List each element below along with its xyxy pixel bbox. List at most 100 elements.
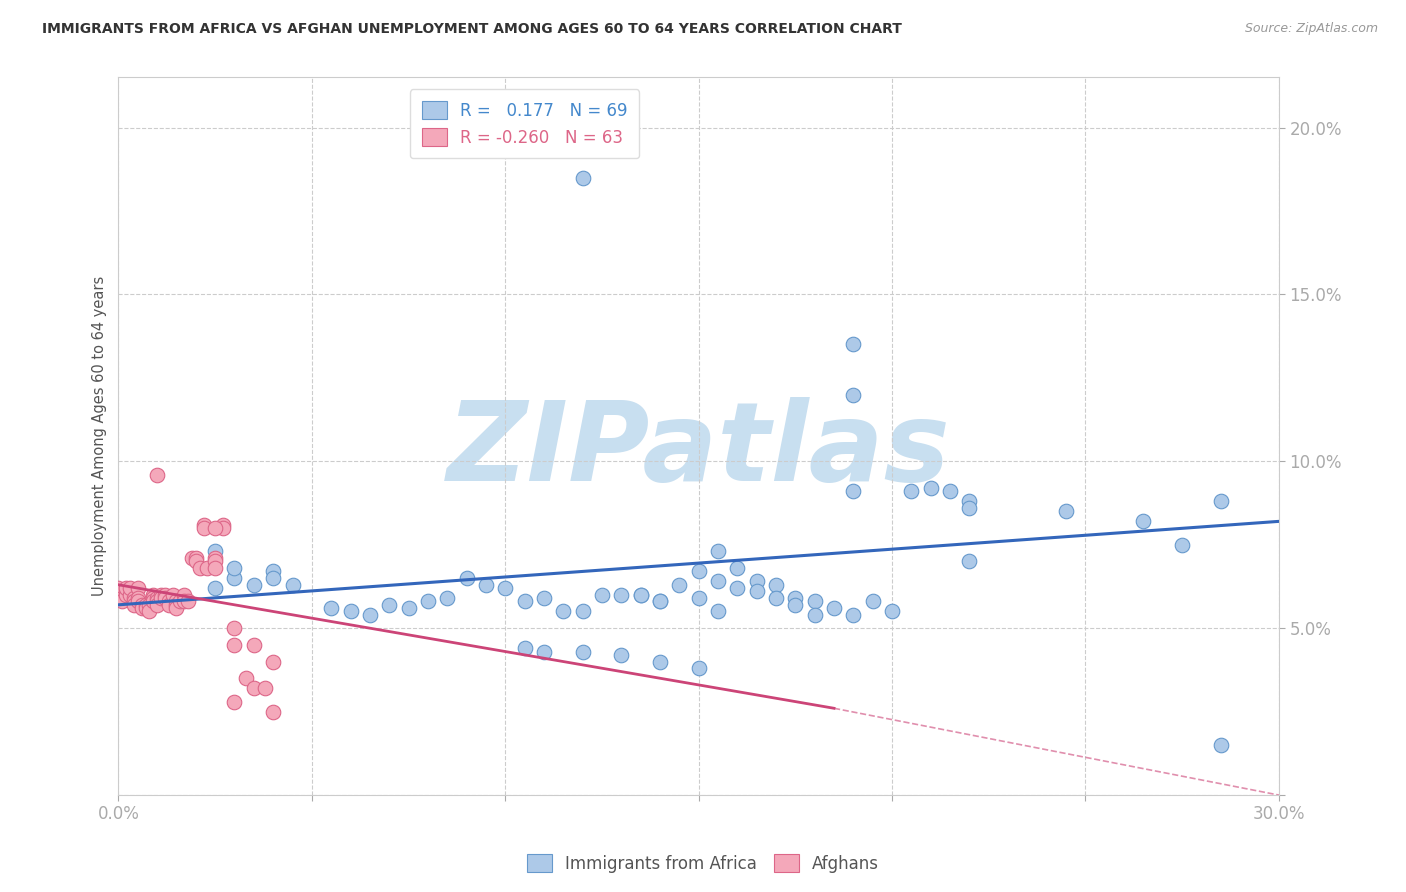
Point (571, 644, 593, 658)
Point (131, 598, 153, 612)
Point (321, 601, 343, 615)
Point (436, 591, 458, 606)
Point (212, 521, 235, 535)
Point (204, 521, 226, 535)
Point (630, 588, 652, 602)
Point (610, 648, 633, 662)
Point (115, 581, 138, 595)
Point (475, 578, 498, 592)
Point (939, 484, 962, 499)
Point (169, 594, 191, 608)
Point (243, 578, 266, 592)
Point (184, 551, 207, 566)
Point (107, 588, 129, 602)
Point (707, 574, 730, 589)
Point (184, 554, 207, 568)
Point (900, 484, 922, 499)
Point (416, 594, 439, 608)
Point (157, 598, 180, 612)
Point (880, 605, 903, 619)
Point (193, 521, 215, 535)
Point (243, 638, 266, 652)
Point (571, 170, 593, 185)
Point (204, 551, 226, 566)
Point (688, 661, 710, 675)
Point (111, 594, 134, 608)
Point (204, 581, 226, 595)
Point (725, 581, 748, 595)
Point (150, 588, 173, 602)
Point (224, 695, 246, 709)
Point (571, 605, 593, 619)
Point (494, 581, 516, 595)
Point (115, 588, 138, 602)
Text: Source: ZipAtlas.com: Source: ZipAtlas.com (1244, 22, 1378, 36)
Point (111, 591, 134, 606)
Point (823, 601, 845, 615)
Point (957, 494, 980, 508)
Point (610, 588, 633, 602)
Point (957, 554, 980, 568)
Point (1171, 538, 1194, 552)
Point (204, 544, 226, 558)
Point (153, 588, 176, 602)
Point (1209, 494, 1232, 508)
Point (803, 594, 825, 608)
Point (118, 581, 141, 595)
Point (668, 578, 690, 592)
Point (842, 607, 865, 622)
Point (224, 638, 246, 652)
Point (262, 565, 284, 579)
Point (224, 621, 246, 635)
Point (138, 598, 160, 612)
Point (127, 594, 149, 608)
Point (212, 517, 235, 532)
Point (262, 571, 284, 585)
Point (142, 594, 165, 608)
Point (166, 594, 188, 608)
Point (745, 584, 768, 599)
Point (359, 607, 381, 622)
Point (204, 561, 226, 575)
Point (688, 565, 710, 579)
Point (648, 655, 671, 669)
Point (138, 605, 160, 619)
Point (262, 705, 284, 719)
Point (134, 601, 156, 615)
Point (177, 594, 200, 608)
Point (591, 588, 613, 602)
Point (648, 594, 671, 608)
Point (842, 387, 865, 401)
Point (122, 594, 145, 608)
Point (235, 671, 257, 685)
Point (142, 588, 165, 602)
Point (533, 591, 555, 606)
Point (166, 598, 188, 612)
Point (842, 484, 865, 499)
Point (281, 578, 304, 592)
Point (707, 544, 730, 558)
Point (648, 594, 671, 608)
Point (166, 601, 188, 615)
Point (153, 591, 176, 606)
Point (339, 605, 361, 619)
Point (920, 481, 942, 495)
Point (765, 578, 787, 592)
Point (146, 467, 169, 482)
Point (688, 591, 710, 606)
Point (224, 571, 246, 585)
Point (785, 598, 807, 612)
Point (243, 681, 266, 696)
Text: ZIPatlas: ZIPatlas (447, 397, 950, 504)
Point (157, 594, 180, 608)
Point (513, 641, 536, 656)
Point (725, 561, 748, 575)
Point (456, 571, 478, 585)
Point (122, 598, 145, 612)
Text: IMMIGRANTS FROM AFRICA VS AFGHAN UNEMPLOYMENT AMONG AGES 60 TO 64 YEARS CORRELAT: IMMIGRANTS FROM AFRICA VS AFGHAN UNEMPLO… (42, 22, 903, 37)
Point (533, 644, 555, 658)
Point (224, 561, 246, 575)
Point (378, 598, 401, 612)
Point (398, 601, 420, 615)
Point (630, 588, 652, 602)
